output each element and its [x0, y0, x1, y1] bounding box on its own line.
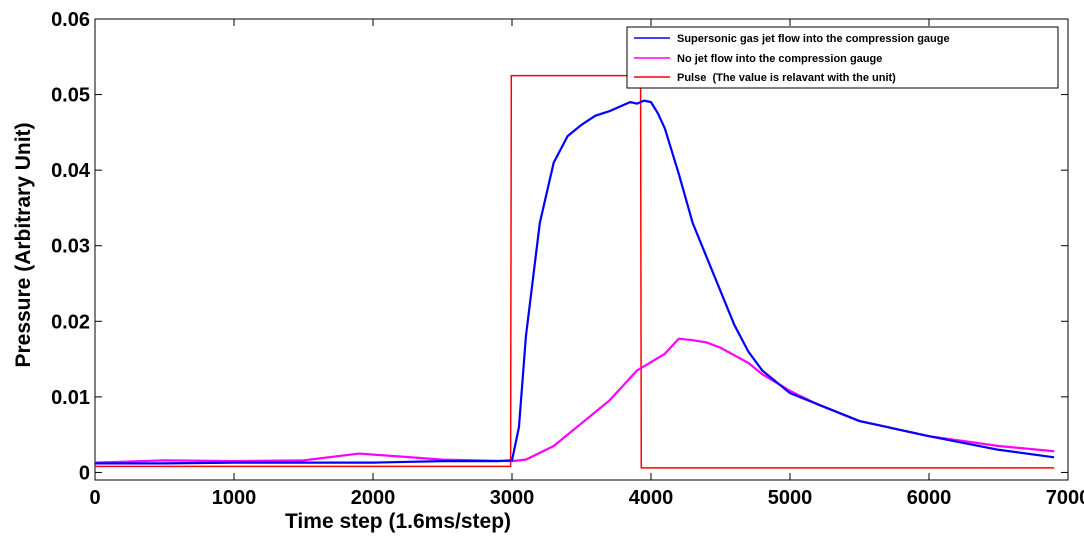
x-tick-label: 3000	[490, 487, 535, 509]
x-tick-label: 6000	[907, 487, 952, 509]
y-tick-label: 0.02	[51, 311, 90, 333]
x-tick-label: 2000	[351, 487, 396, 509]
legend-box	[626, 26, 1059, 89]
legend-label-supersonic: Supersonic gas jet flow into the compres…	[677, 33, 950, 45]
x-tick-label: 5000	[768, 487, 813, 509]
series-line-pulse	[95, 74, 1055, 469]
y-tick-label: 0.04	[51, 160, 91, 182]
x-tick-label: 4000	[629, 487, 674, 509]
y-tick-label: 0.01	[51, 387, 90, 409]
y-axis-title: Pressure (Arbitrary Unit)	[12, 122, 35, 367]
y-tick-label: 0	[79, 462, 90, 484]
x-axis-title: Time step (1.6ms/step)	[285, 510, 511, 533]
y-tick-label: 0.05	[51, 85, 90, 107]
x-tick-label: 0	[89, 487, 100, 509]
legend-label-pulse: Pulse (The value is relavant with the un…	[677, 72, 896, 84]
legend-label-no-jet: No jet flow into the compression gauge	[677, 53, 882, 65]
series-layer	[94, 74, 1055, 469]
y-tick-label: 0.06	[51, 9, 90, 31]
plot-frame	[94, 18, 1069, 481]
x-tick-label: 1000	[212, 487, 257, 509]
y-tick-label: 0.03	[51, 236, 90, 258]
series-line-supersonic	[95, 99, 1055, 465]
legend: Supersonic gas jet flow into the compres…	[626, 26, 1059, 89]
